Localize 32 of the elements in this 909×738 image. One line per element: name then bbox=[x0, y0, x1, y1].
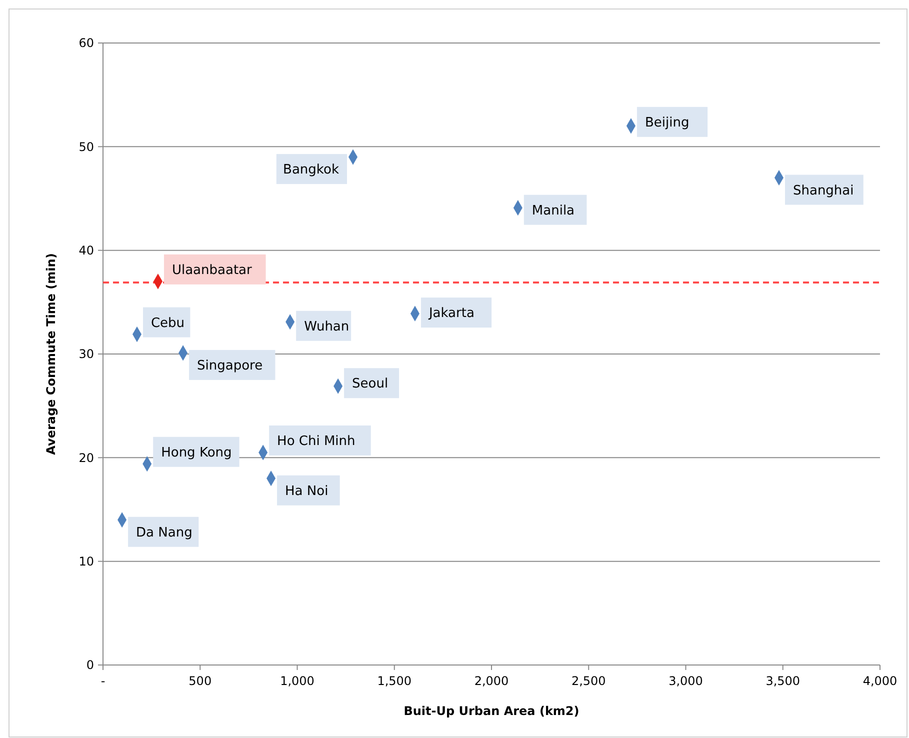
series-label: Manila bbox=[532, 203, 575, 218]
y-tick-label: 20 bbox=[78, 450, 94, 465]
x-tick-label: 1,500 bbox=[377, 674, 412, 688]
x-tick-label: 4,000 bbox=[862, 674, 898, 688]
y-tick-label: 40 bbox=[78, 244, 94, 258]
series-label: Shanghai bbox=[792, 183, 854, 198]
y-axis-title: Average Commute Time (min) bbox=[44, 253, 58, 455]
y-tick-label: 60 bbox=[78, 36, 94, 50]
series-label: Seoul bbox=[352, 376, 388, 392]
series-label: Wuhan bbox=[304, 319, 350, 334]
series-label: Ho Chi Minh bbox=[277, 434, 356, 450]
series-label: Ulaanbaatar bbox=[172, 262, 253, 278]
x-tick-label: - bbox=[100, 674, 106, 688]
x-tick-label: 1,000 bbox=[280, 674, 314, 688]
y-tick-label: 30 bbox=[78, 347, 94, 362]
x-axis-title: Buit-Up Urban Area (km2) bbox=[404, 704, 580, 718]
series-label: Cebu bbox=[150, 316, 185, 331]
series-label: Da Nang bbox=[136, 525, 192, 540]
y-tick-label: 50 bbox=[78, 140, 94, 154]
x-tick-label: 2,000 bbox=[474, 674, 509, 688]
x-tick-label: 2,500 bbox=[571, 674, 606, 688]
series-label: Beijing bbox=[644, 115, 690, 130]
series-label: Singapore bbox=[197, 358, 263, 374]
x-tick-label: 3,000 bbox=[668, 674, 703, 688]
series-label: Jakarta bbox=[428, 306, 474, 322]
y-tick-label: 10 bbox=[78, 554, 94, 569]
series-label: Hong Kong bbox=[161, 445, 232, 460]
y-tick-label: 0 bbox=[86, 658, 94, 672]
x-tick-label: 3,500 bbox=[766, 674, 800, 688]
x-tick-label: 500 bbox=[188, 674, 212, 688]
series-label: Ha Noi bbox=[285, 484, 328, 499]
series-label: Bangkok bbox=[283, 162, 340, 178]
